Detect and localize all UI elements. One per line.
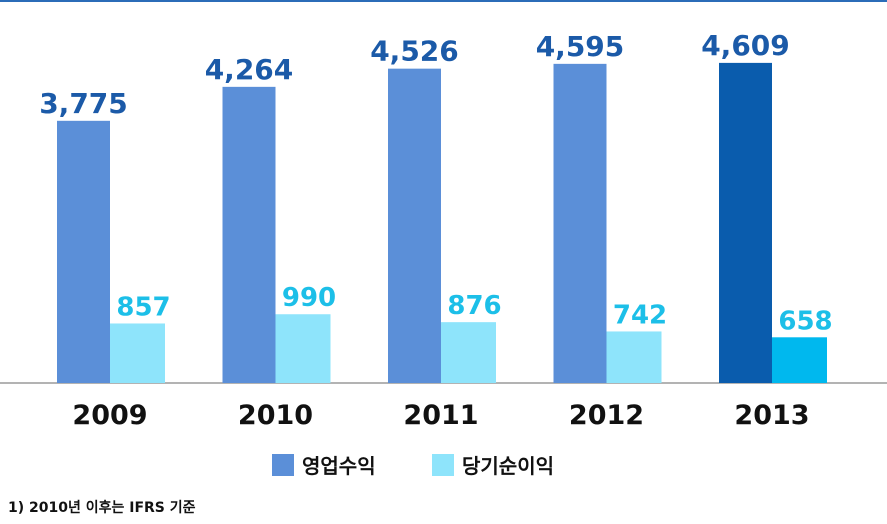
x-tick-label: 2009 <box>72 400 147 431</box>
data-label: 3,775 <box>39 87 128 120</box>
x-tick-label: 2013 <box>734 400 809 431</box>
x-tick-label: 2011 <box>403 400 478 431</box>
bar <box>441 322 496 383</box>
data-label: 4,609 <box>701 29 790 62</box>
bar <box>275 314 331 383</box>
bar <box>110 323 165 383</box>
data-label: 876 <box>447 291 501 321</box>
x-tick-label: 2010 <box>238 400 313 431</box>
bar <box>388 68 441 383</box>
bar <box>606 331 662 383</box>
data-label: 857 <box>116 292 170 322</box>
data-label: 4,595 <box>536 30 625 63</box>
x-tick-label: 2012 <box>569 400 644 431</box>
bar <box>772 337 827 383</box>
legend-label: 영업수익 <box>302 454 376 478</box>
bar <box>57 120 110 384</box>
bar <box>553 63 607 384</box>
footnote: 1) 2010년 이후는 IFRS 기준 <box>8 499 196 516</box>
bar <box>222 86 276 383</box>
data-label: 658 <box>778 306 832 336</box>
data-label: 990 <box>282 283 336 313</box>
data-label: 4,526 <box>370 35 459 68</box>
data-label: 4,264 <box>205 53 294 86</box>
legend-label: 당기순이익 <box>462 454 554 478</box>
legend-swatch <box>272 454 294 476</box>
legend-swatch <box>432 454 454 476</box>
data-label: 742 <box>613 300 667 330</box>
bar <box>719 62 772 383</box>
